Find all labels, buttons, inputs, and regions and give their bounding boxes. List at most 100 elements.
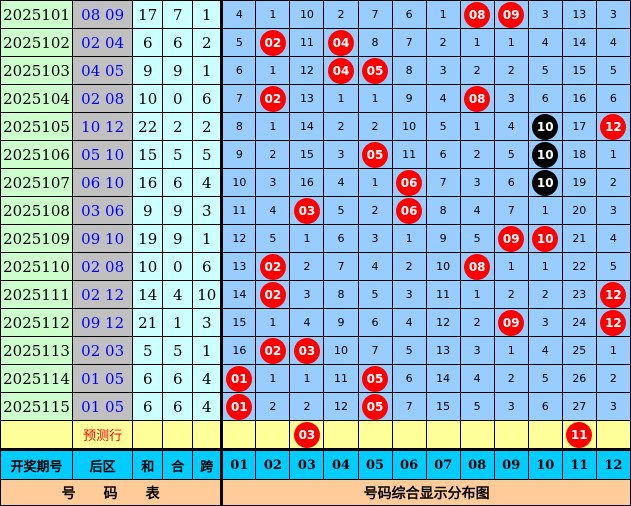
header-period: 开奖期号: [0, 448, 74, 480]
number-cell: 8: [220, 112, 257, 141]
back-zone-cell: 02 03: [72, 336, 134, 365]
sum-cell: 19: [132, 224, 164, 253]
number-cell: 4: [493, 112, 529, 141]
number-cell: 1: [289, 224, 325, 253]
number-cell: 3: [527, 308, 563, 337]
number-cell: 1: [255, 112, 291, 141]
hit-number-ball: 05: [362, 141, 389, 168]
header-he: 合: [162, 448, 194, 480]
period-cell: 2025101: [0, 0, 74, 29]
header-num: 12: [595, 448, 631, 480]
number-cell: 4: [255, 196, 291, 225]
draw-row: 2025114 01 05 6 6 4 01 1 1 11 05 6 14 4 2 5 26 2: [0, 364, 631, 393]
period-cell: 2025106: [0, 140, 74, 169]
draw-row: 2025113 02 03 5 5 1 16 02 03 10 7 5 13 3 1 4 25 1: [0, 336, 631, 365]
number-cell: 5: [493, 140, 529, 169]
number-cell: 8: [425, 196, 461, 225]
period-cell: 2025103: [0, 56, 74, 85]
back-zone-cell: 10 12: [72, 112, 134, 141]
number-cell: 2: [459, 140, 495, 169]
he-cell: 0: [162, 84, 194, 113]
hit-number-ball: 01: [226, 393, 253, 420]
period-cell: 2025102: [0, 28, 74, 57]
number-cell: 6: [391, 0, 427, 29]
number-cell: 7: [493, 196, 529, 225]
number-cell: 3: [323, 140, 359, 169]
he-cell: 6: [162, 168, 194, 197]
sum-cell: 22: [132, 112, 164, 141]
hit-number-ball: 12: [600, 113, 627, 140]
number-cell: 01: [220, 392, 257, 421]
number-cell: 06: [391, 168, 427, 197]
number-cell: 11: [391, 140, 427, 169]
footer-row: 号 码 表 号码综合显示分布图: [0, 479, 631, 506]
number-cell: 2: [289, 252, 325, 281]
hit-number-ball: 02: [259, 337, 286, 364]
back-zone-cell: 05 10: [72, 140, 134, 169]
span-cell: 1: [192, 0, 223, 29]
number-cell: [323, 420, 359, 450]
back-zone-cell: 09 10: [72, 224, 134, 253]
number-cell: [357, 420, 393, 450]
number-cell: 2: [357, 196, 393, 225]
number-cell: 1: [493, 252, 529, 281]
number-cell: 1: [527, 252, 563, 281]
number-cell: 1: [255, 308, 291, 337]
hit-number-ball: 02: [259, 253, 286, 280]
number-cell: 02: [255, 28, 291, 57]
number-cell: 5: [255, 224, 291, 253]
number-cell: 04: [323, 56, 359, 85]
footer-right-title: 号码综合显示分布图: [220, 479, 631, 506]
number-cell: 4: [289, 308, 325, 337]
number-cell: 5: [595, 56, 631, 85]
sum-cell: 16: [132, 168, 164, 197]
number-cell: 9: [323, 308, 359, 337]
number-cell: 1: [391, 224, 427, 253]
number-cell: 23: [561, 280, 597, 309]
hit-number-ball: 03: [293, 197, 320, 224]
he-cell: 2: [162, 112, 194, 141]
span-cell: 1: [192, 224, 223, 253]
number-cell: 1: [255, 364, 291, 393]
number-cell: [391, 420, 427, 450]
number-cell: 3: [391, 280, 427, 309]
number-cell: 15: [289, 140, 325, 169]
number-cell: 2: [527, 280, 563, 309]
he-cell: 5: [162, 336, 194, 365]
number-cell: 7: [357, 0, 393, 29]
number-cell: 08: [459, 252, 495, 281]
number-cell: 4: [595, 28, 631, 57]
number-cell: 06: [391, 196, 427, 225]
number-cell: 3: [595, 196, 631, 225]
number-cell: 4: [459, 364, 495, 393]
predict-stat-cell: [162, 420, 194, 450]
number-cell: 8: [357, 28, 393, 57]
number-cell: 01: [220, 364, 257, 393]
predict-period-cell: [0, 420, 74, 450]
hit-number-ball: 09: [498, 309, 525, 336]
number-cell: 5: [459, 224, 495, 253]
number-cell: 11: [323, 364, 359, 393]
number-cell: 22: [561, 252, 597, 281]
number-cell: 11: [561, 420, 597, 450]
number-cell: 5: [323, 196, 359, 225]
number-cell: 3: [527, 0, 563, 29]
sum-cell: 9: [132, 56, 164, 85]
repeat-number-ball: 10: [532, 141, 559, 168]
number-cell: 2: [493, 364, 529, 393]
number-cell: 5: [425, 112, 461, 141]
number-cell: 2: [323, 112, 359, 141]
number-cell: 1: [357, 84, 393, 113]
number-cell: 5: [595, 252, 631, 281]
number-cell: 2: [595, 364, 631, 393]
number-cell: 27: [561, 392, 597, 421]
sum-cell: 6: [132, 28, 164, 57]
sum-cell: 15: [132, 140, 164, 169]
number-cell: 2: [255, 392, 291, 421]
number-cell: 14: [220, 280, 257, 309]
hit-number-ball: 05: [362, 365, 389, 392]
back-zone-cell: 09 12: [72, 308, 134, 337]
number-cell: 11: [289, 28, 325, 57]
number-cell: 10: [323, 336, 359, 365]
